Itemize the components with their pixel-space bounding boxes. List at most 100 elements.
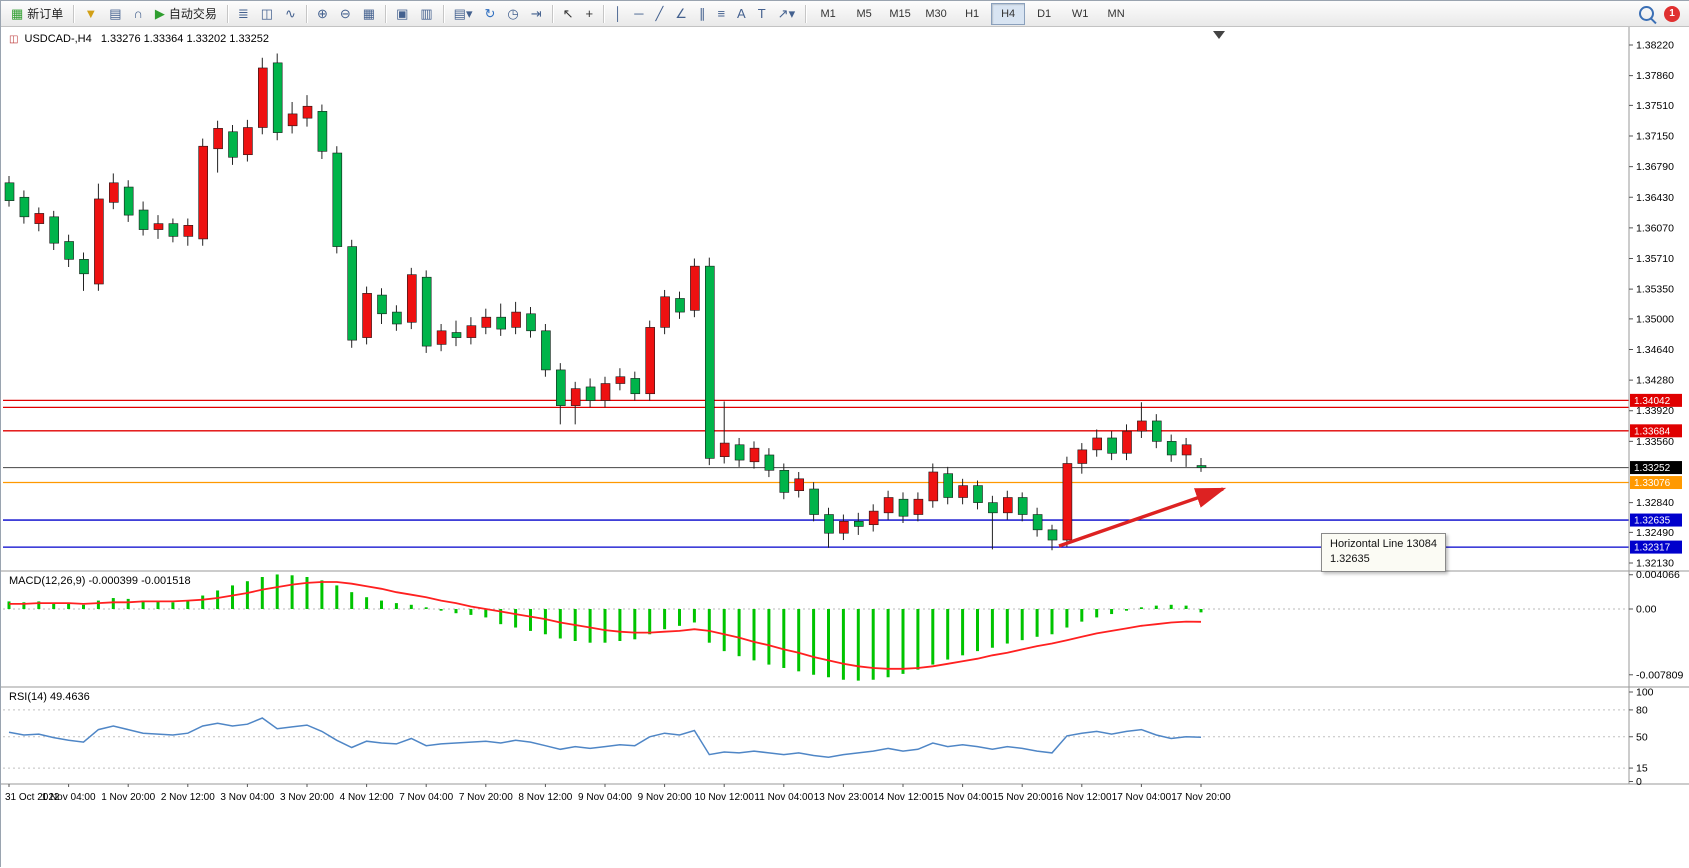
time-axis-label: 16 Nov 12:00	[1052, 792, 1112, 803]
angle-line-icon[interactable]: ∠	[669, 2, 693, 26]
rsi-indicator-label: RSI(14) 49.4636	[9, 691, 90, 703]
zoom-in-icon[interactable]: ⊕	[311, 2, 334, 26]
horizontal-line-objects[interactable]	[3, 399, 1629, 548]
rsi-axis-label: 0	[1636, 776, 1642, 788]
chart-symbol-period: USDCAD-,H4	[24, 33, 92, 45]
channel-icon: ∥	[698, 6, 706, 21]
cursor-icon[interactable]: ↖	[557, 2, 580, 26]
timeframe-m15-button[interactable]: M15	[889, 7, 911, 20]
notification-badge[interactable]: 1	[1664, 5, 1680, 22]
price-axis-label: 1.36070	[1636, 222, 1674, 234]
line-chart-icon[interactable]: ∿	[279, 2, 302, 26]
new-order-button[interactable]: ▦ 新订单	[5, 2, 69, 26]
trend-arrow[interactable]	[1058, 487, 1227, 548]
zoom-in-icon: ⊕	[316, 6, 328, 21]
trendline-icon[interactable]: ╱	[649, 2, 669, 26]
auto-trading-button[interactable]: ▶ 自动交易	[149, 2, 223, 26]
candlestick-chart-icon[interactable]: ◫	[255, 2, 279, 26]
price-axis-label: 1.34640	[1636, 344, 1674, 356]
market-watch-icon: ▼	[84, 6, 98, 21]
arrange-windows-icon: ▥	[420, 6, 433, 21]
time-axis-label: 14 Nov 12:00	[873, 792, 933, 803]
arrange-windows-icon[interactable]: ▥	[414, 2, 438, 26]
fibonacci-icon[interactable]: ≡	[711, 2, 731, 26]
bar-chart-icon[interactable]: ≣	[232, 2, 255, 26]
timeframe-d1-button[interactable]: D1	[1037, 7, 1052, 20]
price-marker-label: 1.33252	[1634, 463, 1671, 474]
zoom-out-icon: ⊖	[339, 6, 351, 21]
time-axis-label: 9 Nov 20:00	[638, 792, 692, 803]
candles	[4, 53, 1207, 551]
price-axis-label: 1.32130	[1636, 558, 1674, 570]
timeframe-w1-button[interactable]: W1	[1071, 7, 1089, 20]
trendline-icon: ╱	[655, 6, 664, 21]
period-clock-icon[interactable]: ◷	[501, 2, 524, 26]
price-axis-label: 1.38220	[1636, 40, 1674, 52]
price-marker-box	[1630, 424, 1682, 438]
text-icon[interactable]: A	[731, 2, 752, 26]
time-axis-label: 1 Nov 20:00	[101, 792, 155, 803]
price-axis-label: 1.36430	[1636, 192, 1674, 204]
data-window-icon[interactable]: ▤	[103, 2, 127, 26]
timeframe-m1-button[interactable]: M1	[820, 7, 836, 20]
market-watch-icon[interactable]: ▼	[78, 2, 103, 26]
timeframe-h4-button[interactable]: H4	[991, 2, 1026, 25]
arrows-icon[interactable]: ↗▾	[772, 2, 801, 26]
label-icon: T	[757, 6, 766, 21]
cascade-windows-icon: ▣	[396, 6, 409, 21]
fibonacci-icon: ≡	[717, 6, 726, 21]
timeframe-m5-button[interactable]: M5	[856, 7, 872, 20]
search-icon[interactable]	[1639, 6, 1654, 21]
cascade-windows-icon[interactable]: ▣	[390, 2, 414, 26]
tile-windows-icon[interactable]: ▦	[357, 2, 381, 26]
macd-indicator-label: MACD(12,26,9) -0.000399 -0.001518	[9, 575, 191, 587]
price-axis-label: 1.32490	[1636, 527, 1674, 539]
zoom-out-icon[interactable]: ⊖	[334, 2, 357, 26]
timeframe-mn-button[interactable]: MN	[1107, 7, 1125, 20]
price-axis-label: 1.34280	[1636, 375, 1674, 387]
timeframe-m30-button[interactable]: M30	[925, 7, 947, 20]
new-chart-icon: ▤▾	[453, 6, 473, 21]
period-clock-icon: ◷	[507, 6, 519, 21]
price-axis-label: 1.36790	[1636, 161, 1674, 173]
crosshair-icon[interactable]: +	[580, 2, 600, 26]
price-marker-label: 1.32635	[1634, 516, 1671, 527]
price-axis-label: 1.35000	[1636, 313, 1674, 325]
rsi-axis-label: 50	[1636, 731, 1648, 743]
price-axis-label: 1.37510	[1636, 100, 1674, 112]
navigator-icon[interactable]: ∩	[127, 2, 148, 26]
timeframe-h1-button[interactable]: H1	[965, 7, 980, 20]
vertical-line-icon[interactable]: │	[608, 2, 628, 26]
horizontal-line-icon[interactable]: ─	[628, 2, 649, 26]
label-icon[interactable]: T	[752, 2, 772, 26]
data-window-icon: ▤	[109, 6, 122, 21]
price-axis-label: 1.37860	[1636, 70, 1674, 82]
time-axis-label: 3 Nov 20:00	[280, 792, 334, 803]
price-marker-label: 1.33684	[1634, 426, 1671, 437]
channel-icon[interactable]: ∥	[693, 2, 712, 26]
chart-shift-marker-icon[interactable]	[1213, 31, 1225, 39]
price-marker-box	[1630, 476, 1682, 490]
time-axis-label: 15 Nov 20:00	[992, 792, 1052, 803]
chart-area[interactable]: 1.38220 1.37860 1.37510 1.37150 1.36790 1.364…	[1, 27, 1689, 868]
price-marker-label: 1.33076	[1634, 478, 1671, 489]
price-marker-label: 1.34042	[1634, 396, 1671, 407]
time-axis-label: 31 Oct 2022	[5, 792, 60, 803]
tooltip-value: 1.32635	[1330, 553, 1370, 565]
time-axis-label: 10 Nov 12:00	[694, 792, 754, 803]
price-axis-label: 1.35350	[1636, 284, 1674, 296]
time-axis-label: 11 Nov 04:00	[754, 792, 813, 803]
time-axis-label: 13 Nov 23:00	[814, 792, 874, 803]
new-chart-icon[interactable]: ▤▾	[448, 2, 479, 26]
profiles-icon: ↻	[484, 6, 496, 21]
rsi-axis-label: 15	[1636, 763, 1648, 775]
rsi-pane	[3, 709, 1629, 769]
new-order-icon: ▦	[11, 6, 24, 21]
profiles-icon[interactable]: ↻	[478, 2, 501, 26]
macd-axis-label: 0.004066	[1636, 569, 1680, 581]
chart-icon: ◫	[9, 34, 19, 45]
chart-shift-icon[interactable]: ⇥	[525, 2, 548, 26]
price-axis[interactable]: 1.38220 1.37860 1.37510 1.37150 1.36790 1.364…	[1629, 40, 1683, 789]
time-axis-label: 2 Nov 12:00	[161, 792, 215, 803]
